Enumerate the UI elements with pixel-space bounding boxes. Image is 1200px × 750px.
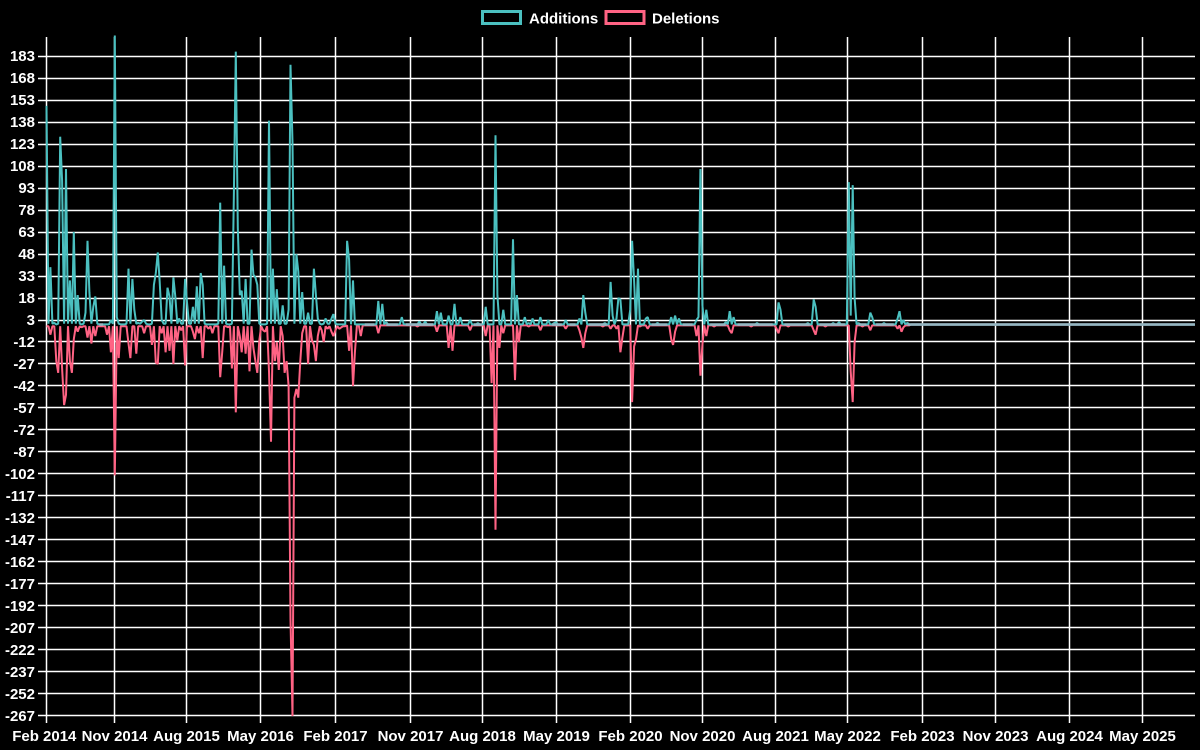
svg-text:138: 138: [10, 114, 35, 131]
svg-text:48: 48: [18, 246, 35, 263]
svg-text:108: 108: [10, 158, 35, 175]
svg-text:-132: -132: [5, 510, 35, 527]
svg-text:Feb 2017: Feb 2017: [303, 728, 367, 745]
svg-text:-42: -42: [13, 378, 35, 395]
svg-text:Feb 2014: Feb 2014: [12, 728, 77, 745]
svg-text:May 2016: May 2016: [227, 728, 294, 745]
svg-text:Deletions: Deletions: [652, 11, 720, 28]
svg-text:-192: -192: [5, 598, 35, 615]
svg-text:-267: -267: [5, 708, 35, 725]
svg-text:-222: -222: [5, 642, 35, 659]
svg-text:May 2025: May 2025: [1109, 728, 1176, 745]
svg-text:May 2022: May 2022: [814, 728, 881, 745]
svg-text:Nov 2017: Nov 2017: [378, 728, 444, 745]
svg-text:-252: -252: [5, 686, 35, 703]
svg-text:Nov 2020: Nov 2020: [670, 728, 736, 745]
svg-text:18: 18: [18, 290, 35, 307]
svg-text:-27: -27: [13, 356, 35, 373]
svg-text:-12: -12: [13, 334, 35, 351]
svg-text:Nov 2023: Nov 2023: [963, 728, 1029, 745]
svg-text:33: 33: [18, 268, 35, 285]
svg-text:-87: -87: [13, 444, 35, 461]
svg-text:Feb 2020: Feb 2020: [598, 728, 662, 745]
svg-text:-162: -162: [5, 554, 35, 571]
svg-text:-117: -117: [6, 488, 35, 505]
svg-text:93: 93: [18, 180, 35, 197]
svg-text:Nov 2014: Nov 2014: [82, 728, 149, 745]
svg-text:-237: -237: [5, 664, 35, 681]
svg-text:-177: -177: [5, 576, 35, 593]
svg-text:123: 123: [10, 136, 35, 153]
svg-text:168: 168: [10, 70, 35, 87]
svg-text:Feb 2023: Feb 2023: [890, 728, 954, 745]
svg-text:153: 153: [10, 92, 35, 109]
svg-text:78: 78: [18, 202, 35, 219]
svg-text:63: 63: [18, 224, 35, 241]
svg-text:-72: -72: [13, 422, 35, 439]
svg-text:-57: -57: [13, 400, 35, 417]
svg-text:Aug 2021: Aug 2021: [742, 728, 809, 745]
svg-text:-207: -207: [5, 620, 35, 637]
svg-text:-147: -147: [5, 532, 35, 549]
svg-text:May 2019: May 2019: [523, 728, 590, 745]
svg-text:3: 3: [27, 312, 35, 329]
svg-text:Additions: Additions: [529, 11, 598, 28]
svg-text:Aug 2015: Aug 2015: [153, 728, 220, 745]
svg-text:183: 183: [10, 48, 35, 65]
svg-text:Aug 2018: Aug 2018: [449, 728, 516, 745]
svg-text:-102: -102: [5, 466, 35, 483]
svg-text:Aug 2024: Aug 2024: [1036, 728, 1103, 745]
